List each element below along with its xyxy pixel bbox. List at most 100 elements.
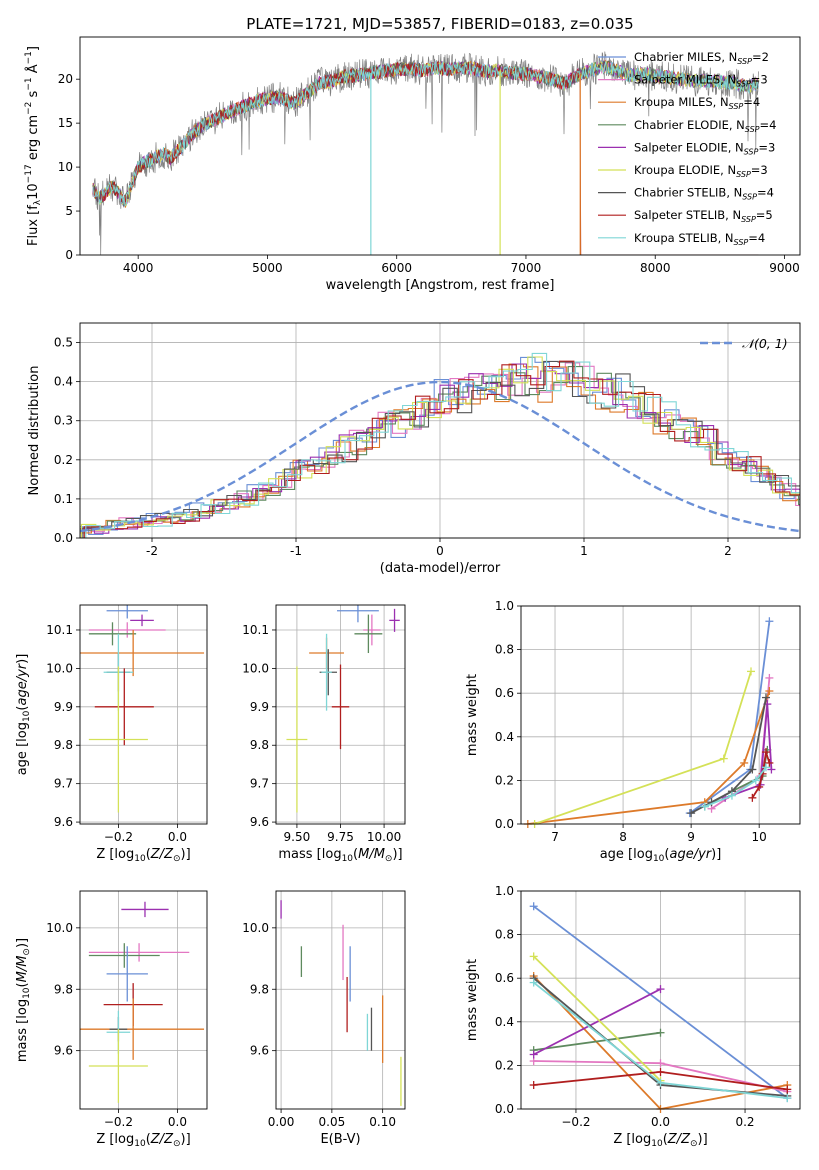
x-axis-label: age [log10(age/yr)] bbox=[600, 847, 722, 864]
panel-age-vs-Z: −0.2 0.09.69.79.89.910.010.1Z [log10(Z/Z⊙… bbox=[15, 604, 208, 864]
x-axis-label-part: )] bbox=[181, 1132, 191, 1147]
y-axis-label-part: mass [log bbox=[15, 999, 30, 1062]
x-axis-label-part: Z/Z bbox=[150, 1132, 174, 1147]
legend-label-part: =4 bbox=[743, 95, 760, 109]
y-tick-label: 9.9 bbox=[250, 700, 269, 714]
x-axis-label-part: Z [log bbox=[613, 1132, 651, 1147]
y-axis-label: Flux [fλ10−17 erg cm−2 s−1 Å−1] bbox=[24, 46, 43, 246]
x-axis-label-part: mass [log bbox=[278, 847, 341, 862]
histogram-step-line bbox=[80, 356, 800, 535]
axes-frame bbox=[520, 890, 801, 1110]
x-tick-label: -1 bbox=[290, 544, 302, 558]
x-tick-label: 7000 bbox=[511, 261, 542, 275]
x-axis-label-part: 10 bbox=[651, 1139, 663, 1149]
x-axis-label-part: 10 bbox=[342, 854, 354, 864]
y-tick-label: 10.0 bbox=[242, 921, 269, 935]
x-tick-label: -2 bbox=[146, 544, 158, 558]
x-tick-label: 0.10 bbox=[369, 1115, 396, 1129]
y-tick-label: 0.1 bbox=[54, 492, 73, 506]
x-axis-label-part: ( bbox=[146, 1132, 151, 1147]
y-axis-label-part: Normed distribution bbox=[27, 366, 42, 496]
y-axis-label-part: −1 bbox=[24, 51, 34, 64]
x-axis-label: wavelength [Angstrom, rest frame] bbox=[326, 278, 555, 293]
y-axis-label-part: −17 bbox=[24, 164, 34, 183]
x-tick-label: 9000 bbox=[769, 261, 800, 275]
x-axis-label-part: (data-model)/error bbox=[380, 561, 501, 576]
y-tick-label: 9.7 bbox=[54, 777, 73, 791]
y-tick-label: 0.6 bbox=[495, 686, 514, 700]
panel-massweight-vs-Z: −0.2 0.0 0.2 0.0 0.2 0.4 0.6 0.8 1.0 Z [log10(Z/Z… bbox=[465, 884, 801, 1149]
histogram-step-line bbox=[80, 366, 800, 531]
axes-frame bbox=[275, 890, 406, 1110]
x-axis-label-part: ⊙ bbox=[173, 1139, 181, 1149]
x-tick-label: 0.2 bbox=[735, 1115, 754, 1129]
panel-mass-vs-Z: −0.2 0.09.69.810.0Z [log10(Z/Z⊙)]mass [lo… bbox=[15, 890, 208, 1149]
x-axis-label-part: )] bbox=[181, 847, 191, 862]
histogram-step-line bbox=[80, 356, 800, 538]
legend-label-part: SSP bbox=[734, 238, 749, 247]
x-tick-label: 1 bbox=[580, 544, 588, 558]
x-tick-label: 8000 bbox=[640, 261, 671, 275]
y-axis-label: mass weight bbox=[465, 674, 480, 756]
y-axis-label-part: ⊙ bbox=[22, 948, 32, 956]
x-axis-label-part: )] bbox=[711, 847, 721, 862]
y-tick-label: 9.7 bbox=[250, 777, 269, 791]
y-axis-label-part: age/yr bbox=[15, 662, 30, 705]
y-axis-label-part: ( bbox=[15, 982, 30, 987]
y-tick-label: 9.6 bbox=[54, 1044, 73, 1058]
legend-label-part: SSP bbox=[737, 57, 752, 66]
axes-frame bbox=[275, 604, 406, 825]
x-tick-label: 9.50 bbox=[284, 830, 311, 844]
x-axis-label-part: age [log bbox=[600, 847, 653, 862]
axes-frame bbox=[520, 605, 801, 825]
legend-label-part: Salpeter MILES, N bbox=[634, 73, 736, 87]
y-tick-label: 1.0 bbox=[495, 599, 514, 613]
x-axis-label-part: 10 bbox=[134, 854, 146, 864]
x-tick-label: 9 bbox=[687, 830, 695, 844]
legend-label: Kroupa STELIB, NSSP=4 bbox=[634, 231, 765, 247]
x-tick-label: 8 bbox=[619, 830, 627, 844]
x-axis-label-part: M/M bbox=[358, 847, 385, 862]
y-axis-label-part: −2 bbox=[24, 102, 34, 115]
axes-frame bbox=[79, 322, 801, 539]
y-axis-label-part: mass weight bbox=[465, 959, 480, 1041]
x-axis-label-part: )] bbox=[698, 1132, 708, 1147]
x-tick-label: 9.75 bbox=[327, 830, 354, 844]
legend-label-part: Kroupa MILES, N bbox=[634, 95, 729, 109]
y-axis-label-part: ] bbox=[26, 46, 41, 51]
y-axis-label-part: Å bbox=[25, 64, 41, 77]
legend-label-part: SSP bbox=[744, 147, 759, 156]
y-axis-label: mass weight bbox=[465, 959, 480, 1041]
y-axis-label-part: s bbox=[26, 90, 41, 101]
legend-label-part: =3 bbox=[758, 140, 775, 154]
y-axis-label-part: λ bbox=[33, 199, 43, 205]
y-axis-label: age [log10(age/yr)] bbox=[15, 654, 32, 776]
axes-frame bbox=[79, 604, 208, 825]
y-tick-label: 9.6 bbox=[250, 1044, 269, 1058]
panel-spectrum: 4000 5000 6000 7000 8000 9000 0 5 10 15 20 Chabrier… bbox=[24, 36, 801, 293]
y-tick-label: 9.9 bbox=[54, 700, 73, 714]
x-tick-label: −0.2 bbox=[104, 1115, 133, 1129]
y-tick-label: 0.0 bbox=[495, 1102, 514, 1116]
y-tick-label: 9.8 bbox=[250, 982, 269, 996]
y-axis-label: mass [log10(M/M⊙)] bbox=[15, 938, 32, 1062]
legend-label-part: SSP bbox=[742, 193, 757, 202]
x-axis-label: Z [log10(Z/Z⊙)] bbox=[96, 847, 190, 864]
y-tick-label: 0 bbox=[65, 248, 73, 262]
y-axis-label-part: 10 bbox=[26, 183, 41, 200]
x-axis-label: (data-model)/error bbox=[380, 561, 501, 576]
spectrum-model-line bbox=[92, 60, 759, 207]
legend-label-part: =3 bbox=[751, 163, 768, 177]
legend-label-part: SSP bbox=[736, 170, 751, 179]
y-axis-label-part: mass weight bbox=[465, 674, 480, 756]
legend-label: Chabrier STELIB, NSSP=4 bbox=[634, 186, 774, 202]
legend-label-part: Chabrier MILES, N bbox=[634, 50, 737, 64]
x-axis-label: Z [log10(Z/Z⊙)] bbox=[613, 1132, 707, 1149]
histogram-step-line bbox=[85, 352, 800, 538]
x-axis-label-part: ( bbox=[663, 1132, 668, 1147]
x-tick-label: 0 bbox=[436, 544, 444, 558]
mass-weight-line bbox=[711, 677, 771, 810]
y-tick-label: 0.4 bbox=[495, 1015, 514, 1029]
x-axis-label: E(B-V) bbox=[320, 1132, 360, 1147]
legend-label-part: Chabrier ELODIE, N bbox=[634, 118, 745, 132]
